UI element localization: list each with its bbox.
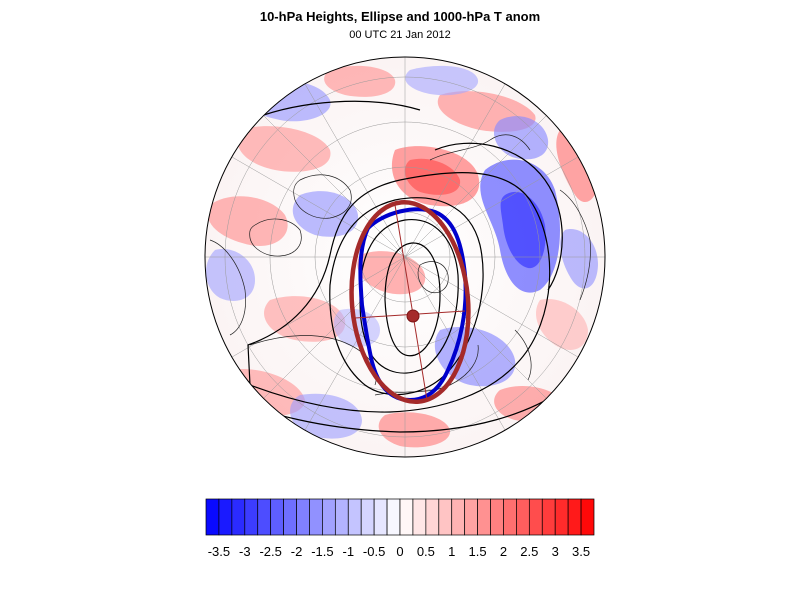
- colorbar-labels: -3.5 -3 -2.5 -2 -1.5 -1 -0.5 0 0.5 1 1.5 2 2.5 3 3.5: [208, 544, 590, 559]
- colorbar-tick-label: -1: [342, 544, 354, 559]
- colorbar-box: [528, 498, 543, 536]
- colorbar-box: [554, 498, 569, 536]
- colorbar-box: [360, 498, 375, 536]
- colorbar-tick-label: -2.5: [259, 544, 281, 559]
- cold-anomaly-patch: [493, 116, 549, 160]
- colorbar-box: [503, 498, 517, 536]
- coastlines: [209, 134, 591, 396]
- warm-anomaly-patch: [378, 412, 451, 448]
- colorbar-tick-label: -3: [239, 544, 251, 559]
- colorbar-box: [567, 498, 582, 536]
- colorbar-tick-label: 0: [396, 544, 403, 559]
- colorbar-box: [205, 498, 220, 536]
- warm-anomaly-patch: [535, 299, 588, 350]
- colorbar-box: [438, 498, 453, 536]
- colorbar-boxes: [205, 498, 595, 536]
- vortex-ellipse: [349, 200, 471, 404]
- cold-anomaly-patch: [560, 229, 598, 289]
- height-contour: [384, 242, 441, 357]
- chart-title: 10-hPa Heights, Ellipse and 1000-hPa T a…: [259, 9, 541, 24]
- colorbar-box: [412, 498, 427, 536]
- graticule: [205, 57, 605, 457]
- colorbar-box: [516, 498, 530, 536]
- colorbar-box: [464, 498, 478, 536]
- colorbar-tick-label: 2: [500, 544, 507, 559]
- chart-subtitle: 00 UTC 21 Jan 2012: [349, 29, 451, 41]
- height-contour: [434, 142, 563, 291]
- colorbar-box: [386, 498, 401, 536]
- globe-outline: [204, 56, 606, 458]
- height-contour: [247, 172, 551, 413]
- colorbar-tick-label: -0.5: [363, 544, 385, 559]
- height-contour: [249, 100, 421, 121]
- colorbar-tick-label: -1.5: [311, 544, 333, 559]
- colorbar-box: [309, 498, 323, 536]
- colorbar-box: [580, 498, 595, 536]
- colorbar-box: [322, 498, 336, 536]
- polar-map: [204, 56, 606, 458]
- colorbar-box: [296, 498, 310, 536]
- warm-anomaly-patch: [264, 296, 346, 342]
- colorbar-tick-label: -3.5: [208, 544, 230, 559]
- warm-anomaly-patch: [237, 126, 331, 172]
- colorbar-box: [218, 498, 233, 536]
- colorbar-box: [541, 498, 556, 536]
- colorbar-tick-label: 0.5: [417, 544, 435, 559]
- ellipse-major-axis: [394, 204, 428, 401]
- cold-anomaly-patch: [205, 249, 255, 301]
- colorbar-box: [231, 498, 246, 536]
- vortex-centroid: [406, 309, 420, 323]
- colorbar-tick-label: 3.5: [572, 544, 590, 559]
- colorbar-box: [257, 498, 272, 536]
- colorbar-tick-label: 2.5: [520, 544, 538, 559]
- warm-anomaly-patch: [207, 196, 288, 246]
- colorbar-box: [347, 498, 362, 536]
- warm-anomaly-patch: [324, 65, 396, 97]
- colorbar-box: [425, 498, 440, 536]
- cold-anomaly-patch: [500, 191, 546, 269]
- colorbar-box: [490, 498, 504, 536]
- height-contour: [329, 197, 484, 396]
- colorbar-tick-label: 1: [448, 544, 455, 559]
- colorbar-box: [373, 498, 388, 536]
- colorbar-tick-label: 3: [552, 544, 559, 559]
- colorbar-box: [399, 498, 414, 536]
- colorbar-tick-label: 1.5: [469, 544, 487, 559]
- vortex-edge-contour: [358, 207, 468, 403]
- colorbar-tick-label: -2: [291, 544, 303, 559]
- cold-anomaly-patch: [292, 191, 359, 237]
- colorbar-box: [244, 498, 259, 536]
- colorbar-box: [451, 498, 466, 536]
- colorbar-box: [477, 498, 491, 536]
- colorbar-box: [270, 498, 284, 536]
- colorbar-box: [283, 498, 297, 536]
- colorbar-box: [334, 498, 349, 536]
